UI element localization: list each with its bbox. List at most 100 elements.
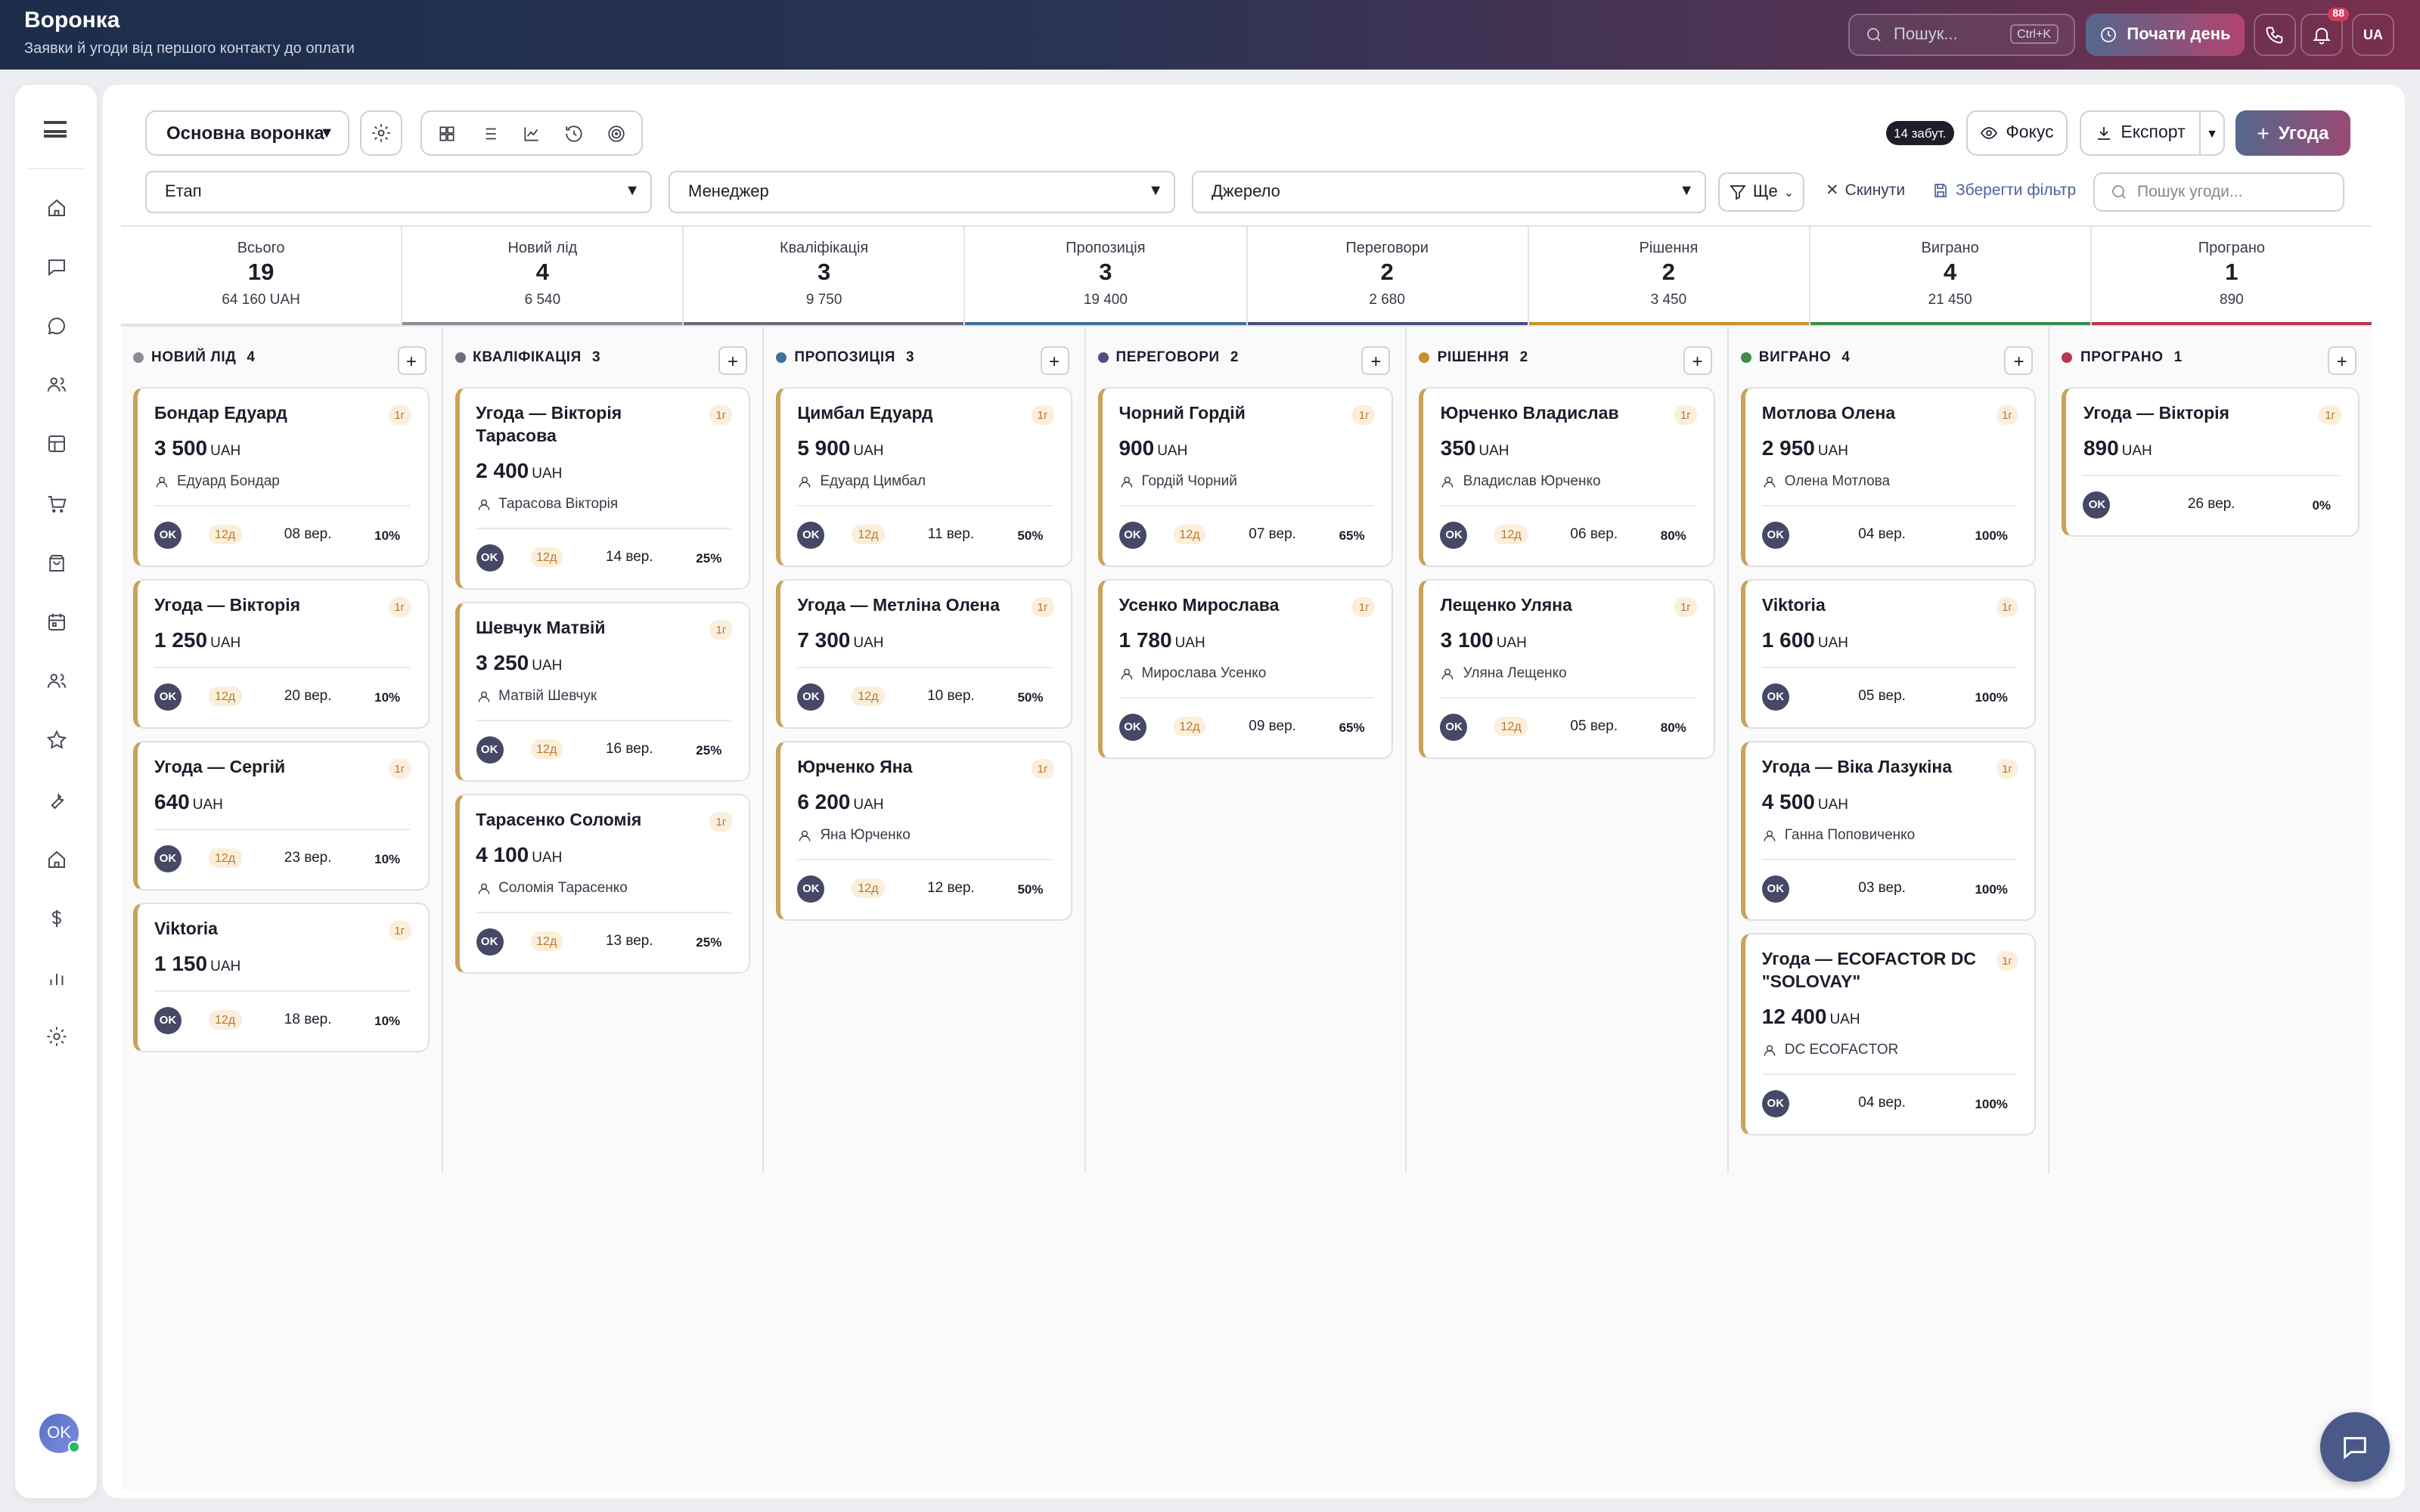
add-deal-button[interactable]: + (1361, 346, 1391, 375)
phone-button[interactable] (2254, 14, 2296, 56)
deal-card[interactable]: Угода — Сергій 1г 640 UAH OK 12д 23 вер. 10% (133, 741, 430, 891)
deal-date: 11 вер. (927, 526, 975, 543)
deal-card[interactable]: Угода — Метліна Олена 1г 7 300 UAH OK 12д 10 в… (776, 579, 1072, 729)
deal-amount-value: 900 (1118, 435, 1155, 460)
save-filter-button[interactable]: Зберегти фільтр (1931, 181, 2076, 200)
start-day-button[interactable]: Почати день (2086, 14, 2245, 56)
sidebar-item-layout[interactable] (15, 422, 97, 467)
deal-footer: OK 12д 09 вер. 65% (1118, 697, 1374, 742)
add-deal-button[interactable]: + (1683, 346, 1712, 375)
sidebar-item-building[interactable] (15, 836, 97, 881)
search-icon (1867, 28, 1881, 42)
sidebar-item-team[interactable] (15, 658, 97, 704)
deal-card[interactable]: Угода — Вікторія Тарасова 1г 2 400 UAH Тарас… (455, 387, 751, 590)
sidebar-item-dollar[interactable] (15, 896, 97, 941)
deal-card[interactable]: Усенко Мирослава 1г 1 780 UAH Мирослава Усен… (1097, 579, 1394, 759)
deal-amount-value: 2 400 (476, 458, 529, 482)
sidebar-item-chat-bubble[interactable] (15, 303, 97, 349)
deal-date: 13 вер. (605, 933, 653, 950)
pipeline-select[interactable]: Основна воронка ▼ (145, 110, 349, 156)
stage-stat[interactable]: Пропозиція 3 19 400 (963, 227, 1246, 325)
manager-filter[interactable]: Менеджер ▼ (669, 171, 1175, 213)
stage-stat[interactable]: Новий лід 4 6 540 (401, 227, 683, 325)
notifications-button[interactable]: 88 (2301, 8, 2349, 56)
global-search[interactable]: Пошук... Ctrl+K (1848, 14, 2075, 56)
deal-date: 06 вер. (1570, 526, 1618, 543)
deal-days-badge: 12д (852, 525, 885, 544)
deal-contact: Уляна Лещенко (1441, 665, 1696, 682)
deal-card[interactable]: Viktoria 1г 1 150 UAH OK 12д 18 вер. 10% (133, 903, 430, 1052)
export-dropdown-button[interactable]: ▼ (2199, 110, 2225, 156)
deal-card[interactable]: Чорний Гордій 1г 900 UAH Гордій Чорний OK 12д 0… (1097, 387, 1394, 567)
sidebar-item-star[interactable] (15, 718, 97, 764)
deal-card[interactable]: Юрченко Яна 1г 6 200 UAH Яна Юрченко OK 12д 12 … (776, 741, 1072, 921)
list-view-button[interactable] (469, 115, 511, 151)
stage-stat[interactable]: Програно 1 890 (2090, 227, 2372, 325)
deal-card[interactable]: Шевчук Матвій 1г 3 250 UAH Матвій Шевчук OK 12… (455, 602, 751, 782)
analytics-view-button[interactable] (510, 115, 553, 151)
deal-card[interactable]: Угода — Вікторія 1г 890 UAH OK 26 вер. 0% (2062, 387, 2360, 537)
user-icon (1764, 476, 1776, 487)
kanban-view-button[interactable] (427, 115, 469, 151)
user-icon (1121, 476, 1132, 487)
deal-days-badge: 12д (209, 686, 242, 706)
menu-icon[interactable] (44, 121, 67, 138)
chat-button[interactable] (2320, 1412, 2390, 1482)
stage-stat[interactable]: Всього 19 64 160 UAH (121, 227, 402, 325)
reset-filters-button[interactable]: ✕ Скинути (1826, 181, 1905, 200)
deal-card[interactable]: Угода — Віка Лазукіна 1г 4 500 UAH Ганна Поп… (1740, 741, 2037, 921)
history-view-button[interactable] (553, 115, 595, 151)
user-avatar[interactable]: OK (39, 1414, 80, 1453)
deal-amount-value: 3 500 (154, 435, 208, 460)
deal-card[interactable]: Мотлова Олена 1г 2 950 UAH Олена Мотлова OK 04… (1740, 387, 2037, 567)
deal-card[interactable]: Viktoria 1г 1 600 UAH OK 05 вер. 100% (1740, 579, 2037, 729)
stage-stat-bar (1810, 322, 2090, 325)
focus-button[interactable]: Фокус (1966, 110, 2068, 156)
add-deal-button[interactable]: + (2004, 346, 2034, 375)
manager-filter-value: Менеджер (688, 183, 769, 201)
deal-card[interactable]: Бондар Едуард 1г 3 500 UAH Едуард Бондар OK 12… (133, 387, 430, 567)
language-button[interactable]: UA (2352, 14, 2394, 56)
deal-card[interactable]: Угода — Вікторія 1г 1 250 UAH OK 12д 20 вер. 10… (133, 579, 430, 729)
deal-amount: 2 950 UAH (1762, 435, 2017, 460)
sidebar-item-bar-chart[interactable] (15, 955, 97, 1000)
column-header: ПРОГРАНО 1 + (2062, 327, 2360, 387)
sidebar-item-users[interactable] (15, 362, 97, 407)
stage-filter[interactable]: Етап ▼ (145, 171, 652, 213)
stage-stat[interactable]: Виграно 4 21 450 (1808, 227, 2090, 325)
stage-stat[interactable]: Кваліфікація 3 9 750 (682, 227, 964, 325)
sidebar-item-wrench[interactable] (15, 777, 97, 823)
deal-amount: 900 UAH (1118, 435, 1373, 460)
add-deal-button[interactable]: + (718, 346, 748, 375)
stage-stat[interactable]: Рішення 2 3 450 (1527, 227, 1809, 325)
deal-card[interactable]: Юрченко Владислав 1г 350 UAH Владислав Юрчен… (1419, 387, 1715, 567)
deal-search-input[interactable]: Пошук угоди... (2093, 172, 2344, 212)
stage-stat-count: 3 (1099, 260, 1112, 286)
source-filter[interactable]: Джерело ▼ (1192, 171, 1706, 213)
sidebar-item-cart[interactable] (15, 481, 97, 526)
sidebar-item-settings[interactable] (15, 1015, 97, 1060)
pipeline-settings-button[interactable] (360, 110, 402, 156)
deal-date: 26 вер. (2187, 496, 2235, 513)
forgotten-badge[interactable]: 14 забут. (1886, 121, 1954, 145)
more-filters-button[interactable]: Ще ⌄ (1718, 172, 1804, 212)
sidebar-item-shopping-bag[interactable] (15, 540, 97, 585)
add-deal-button[interactable]: + (2328, 346, 2357, 375)
export-button[interactable]: Експорт (2080, 110, 2201, 156)
goals-view-button[interactable] (594, 115, 637, 151)
sidebar-item-message-square[interactable] (15, 243, 97, 289)
deal-currency: UAH (1478, 443, 1509, 460)
stage-stat[interactable]: Переговори 2 2 680 (1246, 227, 1528, 325)
deal-card[interactable]: Тарасенко Соломія 1г 4 100 UAH Соломія Тарас… (455, 794, 751, 974)
deal-age-tag: 1г (388, 921, 411, 940)
deal-card[interactable]: Лещенко Уляна 1г 3 100 UAH Уляна Лещенко OK 12… (1419, 579, 1715, 759)
deal-card[interactable]: Угода — ECOFACTOR DC "SOLOVAY" 1г 12 400 UA… (1740, 933, 2037, 1136)
eye-icon (1981, 127, 1998, 139)
deal-card[interactable]: Цимбал Едуард 1г 5 900 UAH Едуард Цимбал OK 12… (776, 387, 1072, 567)
sidebar-item-home[interactable] (15, 184, 97, 230)
sidebar-item-calendar[interactable] (15, 600, 97, 645)
add-deal-button[interactable]: + (1040, 346, 1069, 375)
calendar-icon (48, 613, 64, 631)
add-deal-button[interactable]: + (397, 346, 427, 375)
new-deal-button[interactable]: + Угода (2235, 110, 2350, 156)
